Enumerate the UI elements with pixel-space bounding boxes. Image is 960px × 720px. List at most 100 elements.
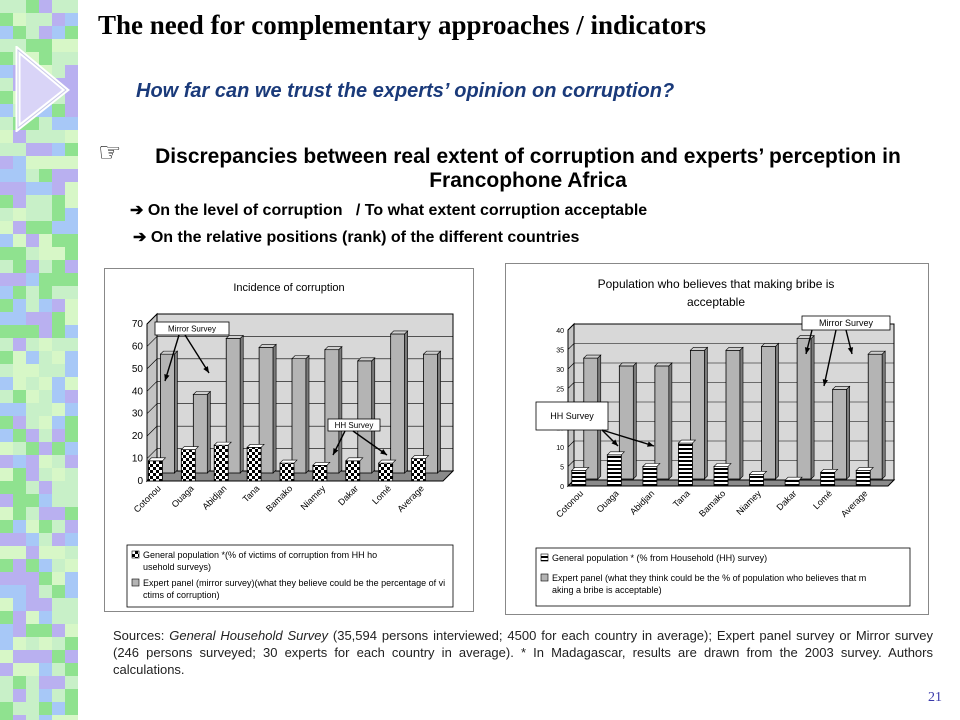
sidebar-tile bbox=[52, 156, 65, 169]
sidebar-tile bbox=[65, 650, 78, 663]
sidebar-tile bbox=[52, 273, 65, 286]
sidebar-tile bbox=[52, 13, 65, 26]
incidence-chart: Incidence of corruption 0 10 20 30 40 50 60 70 Co… bbox=[104, 268, 474, 612]
callout-arrow bbox=[601, 429, 655, 447]
bar-expert-side bbox=[633, 362, 637, 480]
sidebar-tile bbox=[13, 221, 26, 234]
callout-arrow bbox=[823, 329, 837, 387]
legend-swatch bbox=[540, 573, 549, 582]
sidebar-tile bbox=[52, 507, 65, 520]
legend-swatch bbox=[131, 550, 140, 559]
y-tick-label: 0 bbox=[137, 476, 143, 487]
bar-expert-side bbox=[881, 350, 886, 480]
sidebar-tile bbox=[65, 429, 78, 442]
sidebar-tile bbox=[26, 507, 39, 520]
legend-label: Expert panel (what they think could be t… bbox=[552, 573, 866, 583]
sidebar-tile bbox=[52, 0, 65, 13]
sidebar-tile bbox=[0, 468, 13, 481]
sidebar-tile bbox=[26, 689, 39, 702]
sidebar-tile bbox=[26, 585, 39, 598]
sidebar-tile bbox=[65, 624, 78, 637]
sidebar-tile bbox=[39, 676, 52, 689]
sidebar-tile bbox=[26, 351, 39, 364]
sidebar-tile bbox=[0, 520, 13, 533]
sidebar-tile bbox=[65, 715, 78, 720]
sidebar-tile bbox=[65, 481, 78, 494]
sidebar-tile bbox=[0, 39, 13, 52]
sidebar-tile bbox=[26, 520, 39, 533]
sidebar-tile bbox=[52, 338, 65, 351]
sidebar-tile bbox=[65, 364, 78, 377]
sidebar-tile bbox=[39, 364, 52, 377]
sidebar-tile bbox=[0, 13, 13, 26]
sidebar-tile bbox=[26, 130, 39, 143]
sidebar-tile bbox=[26, 650, 39, 663]
chart-legend bbox=[126, 544, 454, 608]
legend-swatch bbox=[540, 553, 549, 562]
bar-general-population bbox=[749, 473, 764, 487]
sidebar-tile bbox=[0, 117, 13, 130]
x-tick-label: Dakar bbox=[336, 483, 360, 507]
sidebar-tile bbox=[39, 143, 52, 156]
sidebar-tile bbox=[0, 676, 13, 689]
sidebar-tile bbox=[13, 598, 26, 611]
bar-general-population bbox=[279, 462, 295, 482]
sidebar-tile bbox=[39, 247, 52, 260]
sidebar-tile bbox=[39, 546, 52, 559]
sidebar-tile bbox=[52, 702, 65, 715]
x-tick-label: Abidjan bbox=[200, 483, 228, 511]
sidebar-tile bbox=[52, 416, 65, 429]
sidebar-tile bbox=[0, 351, 13, 364]
sidebar-tile bbox=[0, 559, 13, 572]
legend-label: usehold surveys) bbox=[143, 562, 211, 572]
bar-expert-side bbox=[739, 346, 744, 480]
sidebar-tile bbox=[52, 663, 65, 676]
bar-general-top bbox=[180, 446, 200, 450]
sidebar-tile bbox=[26, 0, 39, 13]
sidebar-tile bbox=[52, 182, 65, 195]
sidebar-tile bbox=[52, 312, 65, 325]
mirror-survey-label: Mirror Survey bbox=[819, 318, 874, 328]
bar-expert-side bbox=[338, 345, 343, 474]
sidebar-tile bbox=[13, 585, 26, 598]
sidebar-tile bbox=[39, 429, 52, 442]
sidebar-tile bbox=[13, 559, 26, 572]
sidebar-tile bbox=[39, 117, 52, 130]
sidebar-tile bbox=[0, 702, 13, 715]
sidebar-tile bbox=[52, 260, 65, 273]
legend-label: General population *(% of victims of cor… bbox=[143, 550, 377, 560]
sidebar-tile bbox=[65, 689, 78, 702]
sidebar-tile bbox=[52, 130, 65, 143]
sub-point-text: On the level of corruption / To what ext… bbox=[147, 202, 648, 219]
sidebar-tile bbox=[26, 390, 39, 403]
sidebar-tile bbox=[26, 312, 39, 325]
sidebar-tile bbox=[65, 195, 78, 208]
sidebar-tile bbox=[26, 611, 39, 624]
bar-general-top bbox=[410, 455, 430, 459]
sidebar-tile bbox=[13, 390, 26, 403]
sidebar-tile bbox=[0, 637, 13, 650]
bar-general-top bbox=[606, 451, 626, 456]
bar-expert-side bbox=[775, 342, 779, 480]
sidebar-tile bbox=[26, 377, 39, 390]
sidebar-tile bbox=[52, 637, 65, 650]
gridline-side bbox=[146, 313, 158, 325]
bar-general-top bbox=[246, 444, 265, 448]
sidebar-tile bbox=[13, 689, 26, 702]
sub-point-text: On the relative positions (rank) of the … bbox=[150, 229, 580, 246]
legend-label: aking a bribe is acceptable) bbox=[552, 585, 662, 595]
sidebar-tile bbox=[26, 221, 39, 234]
sidebar-tile bbox=[13, 26, 26, 39]
sidebar-tile bbox=[26, 195, 39, 208]
sidebar-tile bbox=[52, 442, 65, 455]
bar-general-population bbox=[378, 462, 394, 482]
sidebar-tile bbox=[0, 624, 13, 637]
sidebar-tile bbox=[13, 403, 26, 416]
gridline-side bbox=[567, 362, 575, 370]
sidebar-tile bbox=[0, 403, 13, 416]
bar-general-top bbox=[819, 469, 839, 473]
sidebar-tile bbox=[0, 338, 13, 351]
sidebar-tile bbox=[52, 377, 65, 390]
sidebar-tile bbox=[0, 507, 13, 520]
legend-label: General population * (% from Household (… bbox=[552, 553, 767, 563]
